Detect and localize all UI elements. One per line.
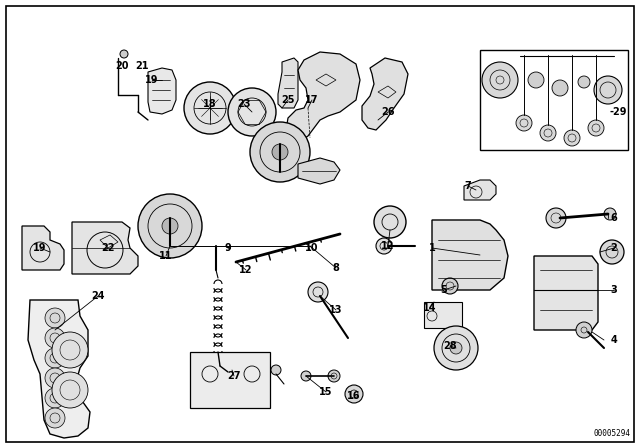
Polygon shape bbox=[148, 68, 176, 114]
Text: 3: 3 bbox=[611, 285, 618, 295]
Text: 13: 13 bbox=[329, 305, 343, 315]
Text: 27: 27 bbox=[227, 371, 241, 381]
Text: 26: 26 bbox=[381, 107, 395, 117]
Bar bbox=[480, 50, 628, 150]
Circle shape bbox=[271, 365, 281, 375]
Circle shape bbox=[45, 348, 65, 368]
Text: -29: -29 bbox=[609, 107, 627, 117]
Polygon shape bbox=[362, 58, 408, 130]
Text: 28: 28 bbox=[443, 341, 457, 351]
Circle shape bbox=[301, 371, 311, 381]
Polygon shape bbox=[28, 300, 90, 438]
Text: 14: 14 bbox=[423, 303, 436, 313]
Text: 17: 17 bbox=[305, 95, 319, 105]
Circle shape bbox=[52, 332, 88, 368]
Circle shape bbox=[594, 76, 622, 104]
Text: 20: 20 bbox=[115, 61, 129, 71]
Circle shape bbox=[162, 218, 178, 234]
Circle shape bbox=[376, 238, 392, 254]
Text: 12: 12 bbox=[239, 265, 253, 275]
Circle shape bbox=[374, 206, 406, 238]
Polygon shape bbox=[534, 256, 598, 330]
Circle shape bbox=[45, 408, 65, 428]
Text: 6: 6 bbox=[611, 213, 618, 223]
Circle shape bbox=[250, 122, 310, 182]
Circle shape bbox=[552, 80, 568, 96]
Circle shape bbox=[328, 370, 340, 382]
Circle shape bbox=[600, 240, 624, 264]
Text: 24: 24 bbox=[92, 291, 105, 301]
Circle shape bbox=[528, 72, 544, 88]
Polygon shape bbox=[286, 52, 360, 140]
Text: 16: 16 bbox=[348, 391, 361, 401]
Circle shape bbox=[546, 208, 566, 228]
Text: 10: 10 bbox=[305, 243, 319, 253]
Circle shape bbox=[228, 88, 276, 136]
Circle shape bbox=[45, 328, 65, 348]
Circle shape bbox=[482, 62, 518, 98]
Circle shape bbox=[184, 82, 236, 134]
Bar bbox=[190, 352, 270, 408]
Circle shape bbox=[52, 372, 88, 408]
Circle shape bbox=[564, 130, 580, 146]
Polygon shape bbox=[22, 226, 64, 270]
Circle shape bbox=[45, 388, 65, 408]
Text: 22: 22 bbox=[101, 243, 115, 253]
Circle shape bbox=[578, 76, 590, 88]
Circle shape bbox=[576, 322, 592, 338]
Polygon shape bbox=[464, 180, 496, 200]
Circle shape bbox=[45, 308, 65, 328]
Circle shape bbox=[450, 342, 462, 354]
Text: 21: 21 bbox=[135, 61, 148, 71]
Polygon shape bbox=[72, 222, 138, 274]
Polygon shape bbox=[298, 158, 340, 184]
Text: 7: 7 bbox=[465, 181, 472, 191]
Text: 23: 23 bbox=[237, 99, 251, 109]
Text: 2: 2 bbox=[611, 243, 618, 253]
Text: 11: 11 bbox=[159, 251, 173, 261]
Circle shape bbox=[120, 50, 128, 58]
Circle shape bbox=[272, 144, 288, 160]
Text: 9: 9 bbox=[225, 243, 232, 253]
Circle shape bbox=[442, 278, 458, 294]
Circle shape bbox=[604, 208, 616, 220]
Text: 19: 19 bbox=[145, 75, 159, 85]
Text: 18: 18 bbox=[203, 99, 217, 109]
Circle shape bbox=[540, 125, 556, 141]
Text: 4: 4 bbox=[611, 335, 618, 345]
Text: 5: 5 bbox=[440, 285, 447, 295]
Circle shape bbox=[308, 282, 328, 302]
Text: 00005294: 00005294 bbox=[593, 429, 630, 438]
Circle shape bbox=[434, 326, 478, 370]
Circle shape bbox=[138, 194, 202, 258]
Circle shape bbox=[345, 385, 363, 403]
Polygon shape bbox=[278, 58, 298, 108]
Text: 12: 12 bbox=[381, 241, 395, 251]
Circle shape bbox=[45, 368, 65, 388]
Polygon shape bbox=[432, 220, 508, 290]
Text: 1: 1 bbox=[429, 243, 435, 253]
Text: 25: 25 bbox=[281, 95, 295, 105]
Circle shape bbox=[588, 120, 604, 136]
Text: 15: 15 bbox=[319, 387, 333, 397]
Bar bbox=[424, 302, 462, 328]
Text: 19: 19 bbox=[33, 243, 47, 253]
Text: 8: 8 bbox=[333, 263, 339, 273]
Circle shape bbox=[516, 115, 532, 131]
